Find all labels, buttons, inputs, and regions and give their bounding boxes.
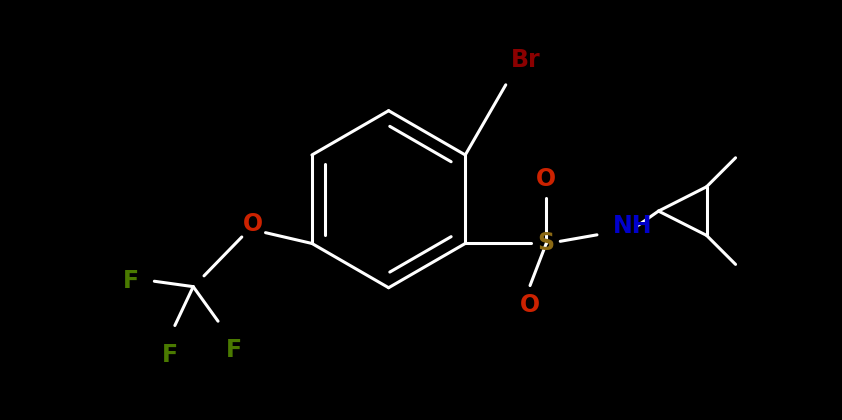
Text: F: F bbox=[162, 343, 178, 367]
Text: F: F bbox=[123, 269, 139, 293]
Text: O: O bbox=[242, 212, 263, 236]
Text: NH: NH bbox=[613, 214, 653, 238]
Text: O: O bbox=[536, 167, 557, 191]
Text: F: F bbox=[226, 339, 242, 362]
Text: Br: Br bbox=[511, 48, 541, 72]
Text: O: O bbox=[520, 293, 540, 317]
Text: S: S bbox=[538, 231, 555, 255]
